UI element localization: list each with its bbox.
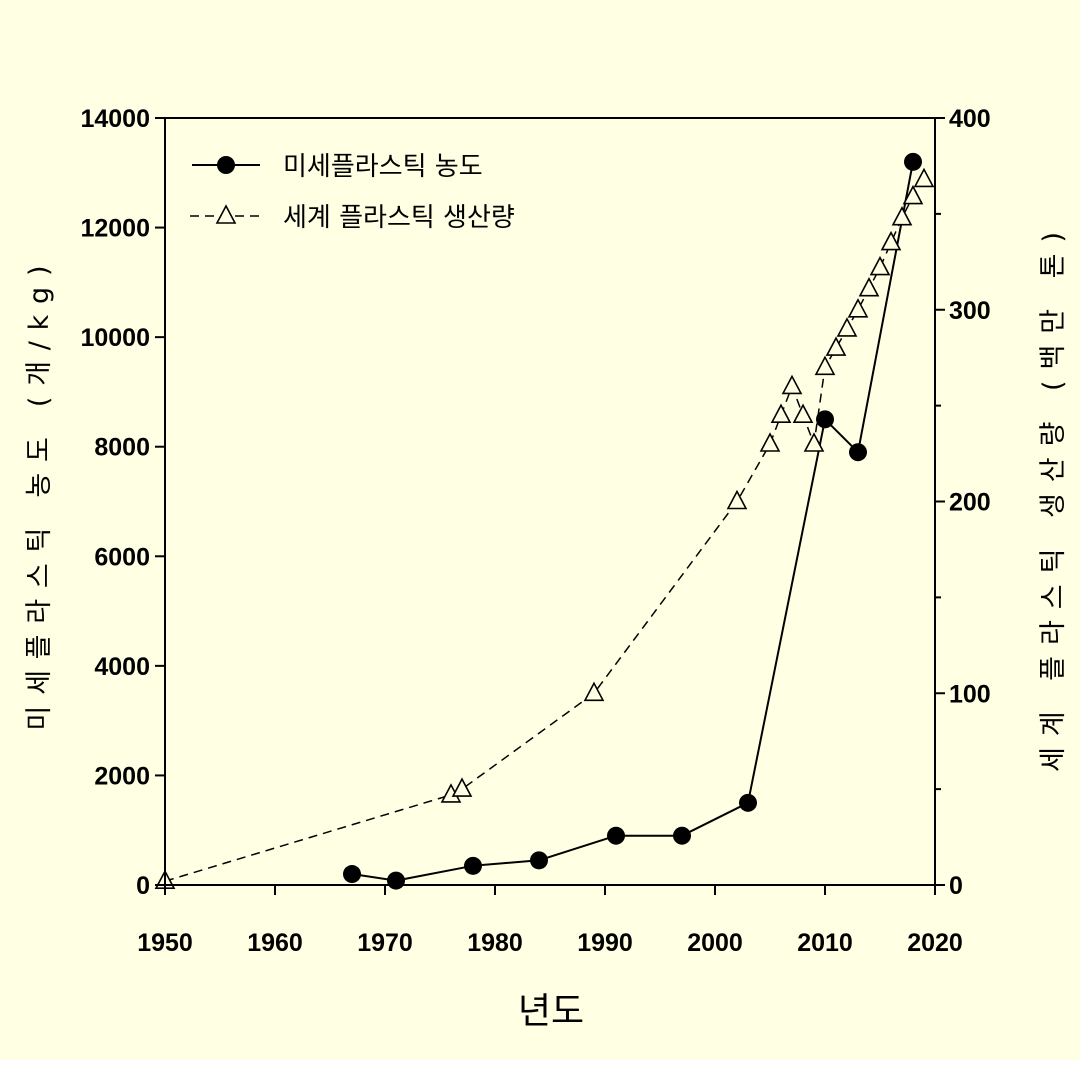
plastic-production-point — [858, 276, 880, 297]
plastic-production-point — [869, 255, 891, 276]
microplastic-point — [816, 410, 834, 429]
x-tick-label: 2000 — [687, 929, 743, 957]
plastic-production-point — [847, 298, 869, 318]
y2-tick-label: 300 — [949, 297, 991, 325]
y-tick-label: 12000 — [80, 215, 150, 243]
plastic-production-point — [726, 489, 748, 510]
microplastic-point — [739, 793, 757, 812]
y2-axis-title: 세계 플라스틱 생산량 (백만 톤) — [1038, 232, 1069, 772]
legend: 미세플라스틱 농도 세계 플라스틱 생산량 — [190, 152, 515, 233]
axis-ticks — [155, 117, 945, 895]
microplastic-point — [387, 871, 405, 890]
microplastic-line — [351, 161, 914, 882]
x-axis-title: 년도 — [518, 991, 584, 1032]
y2-tick-label: 200 — [949, 489, 991, 517]
plastic-production-point — [825, 336, 847, 356]
plastic-production-point — [902, 184, 924, 205]
plastic-production-point — [770, 403, 792, 424]
y-tick-label: 2000 — [94, 762, 150, 790]
plot-series — [154, 152, 935, 890]
plastic-production-point — [880, 230, 902, 251]
x-tick-label: 1960 — [247, 929, 303, 957]
y2-tick-label: 400 — [949, 105, 991, 133]
plastic-production-point — [792, 403, 814, 424]
y-tick-label: 0 — [136, 872, 150, 900]
legend-marker-plastic-production — [215, 204, 237, 224]
y-tick-label: 8000 — [94, 434, 150, 462]
microplastic-point — [904, 152, 922, 171]
microplastic-point — [673, 826, 691, 845]
y-axis-title: 미세플라스틱 농도 (개/kg) — [24, 266, 55, 731]
y-tick-label: 4000 — [94, 653, 150, 681]
plastic-production-point — [891, 205, 913, 226]
x-tick-label: 1970 — [357, 929, 413, 957]
microplastic-point — [849, 443, 867, 462]
y2-tick-label: 0 — [949, 872, 963, 900]
x-tick-label: 1950 — [137, 929, 193, 957]
tick-labels: 1950 1960 1970 1980 1990 2000 2010 202002000400… — [80, 105, 990, 957]
legend-marker-microplastic — [217, 156, 235, 174]
y-tick-label: 14000 — [80, 105, 150, 133]
microplastic-point — [464, 856, 482, 875]
bottom-margin — [0, 1060, 1080, 1080]
x-tick-label: 1980 — [467, 929, 523, 957]
y-tick-label: 10000 — [80, 324, 150, 352]
microplastic-point — [343, 865, 361, 884]
plastic-production-point — [583, 681, 605, 702]
x-tick-label: 2020 — [907, 929, 963, 957]
plastic-production-point — [451, 777, 473, 797]
plastic-production-point — [803, 432, 825, 452]
microplastic-point — [607, 826, 625, 845]
x-tick-label: 2010 — [797, 929, 853, 957]
legend-label-microplastic: 미세플라스틱 농도 — [283, 152, 483, 182]
y2-tick-label: 100 — [949, 680, 991, 708]
y-tick-label: 6000 — [94, 543, 150, 571]
plastic-production-line — [164, 178, 925, 882]
plastic-production-point — [814, 355, 836, 376]
plastic-production-point — [836, 317, 858, 337]
plot-frame — [164, 117, 936, 886]
plastic-production-point — [759, 432, 781, 452]
plastic-production-point — [781, 374, 803, 395]
microplastic-point — [530, 851, 548, 870]
x-tick-label: 1990 — [577, 929, 633, 957]
plastic-production-point — [913, 167, 935, 188]
legend-label-plastic-production: 세계 플라스틱 생산량 — [283, 203, 515, 233]
